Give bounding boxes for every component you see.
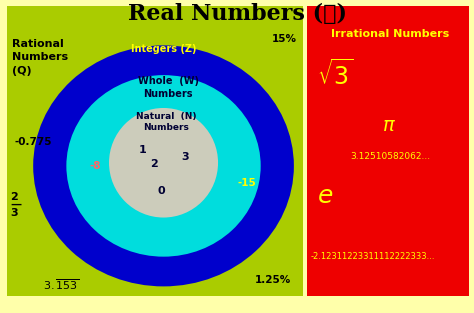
Text: Integers (Z): Integers (Z) xyxy=(131,44,196,54)
Ellipse shape xyxy=(109,108,218,218)
Ellipse shape xyxy=(66,75,261,257)
Text: 2: 2 xyxy=(150,159,158,169)
Ellipse shape xyxy=(33,45,294,286)
Text: Real Numbers (ℜ): Real Numbers (ℜ) xyxy=(128,3,346,25)
Text: 2: 2 xyxy=(10,192,18,202)
Text: Natural  (N)
Numbers: Natural (N) Numbers xyxy=(136,112,196,132)
Text: $\sqrt{3}$: $\sqrt{3}$ xyxy=(317,60,353,90)
Text: -2.12311223311112222333...: -2.12311223311112222333... xyxy=(310,252,435,261)
Text: -8: -8 xyxy=(89,161,100,171)
Text: —: — xyxy=(10,200,21,210)
Text: $\pi$: $\pi$ xyxy=(382,116,396,135)
Text: 3: 3 xyxy=(181,151,189,162)
Bar xyxy=(307,6,469,296)
Text: 1: 1 xyxy=(138,145,146,155)
Text: Whole  (W)
Numbers: Whole (W) Numbers xyxy=(138,76,199,99)
Text: -15: -15 xyxy=(237,178,256,188)
Text: -0.775: -0.775 xyxy=(14,137,52,147)
Text: 15%: 15% xyxy=(272,34,297,44)
Text: $3.\overline{153}$: $3.\overline{153}$ xyxy=(43,277,79,292)
Text: 3.12510582062...: 3.12510582062... xyxy=(351,152,431,161)
Text: $e$: $e$ xyxy=(317,184,333,208)
Bar xyxy=(7,6,303,296)
Text: 1.25%: 1.25% xyxy=(255,275,291,285)
Text: 3: 3 xyxy=(10,208,18,218)
Text: Rational
Numbers
(Q): Rational Numbers (Q) xyxy=(12,39,68,75)
Text: Irrational Numbers: Irrational Numbers xyxy=(330,29,449,39)
Text: 0: 0 xyxy=(157,186,165,196)
